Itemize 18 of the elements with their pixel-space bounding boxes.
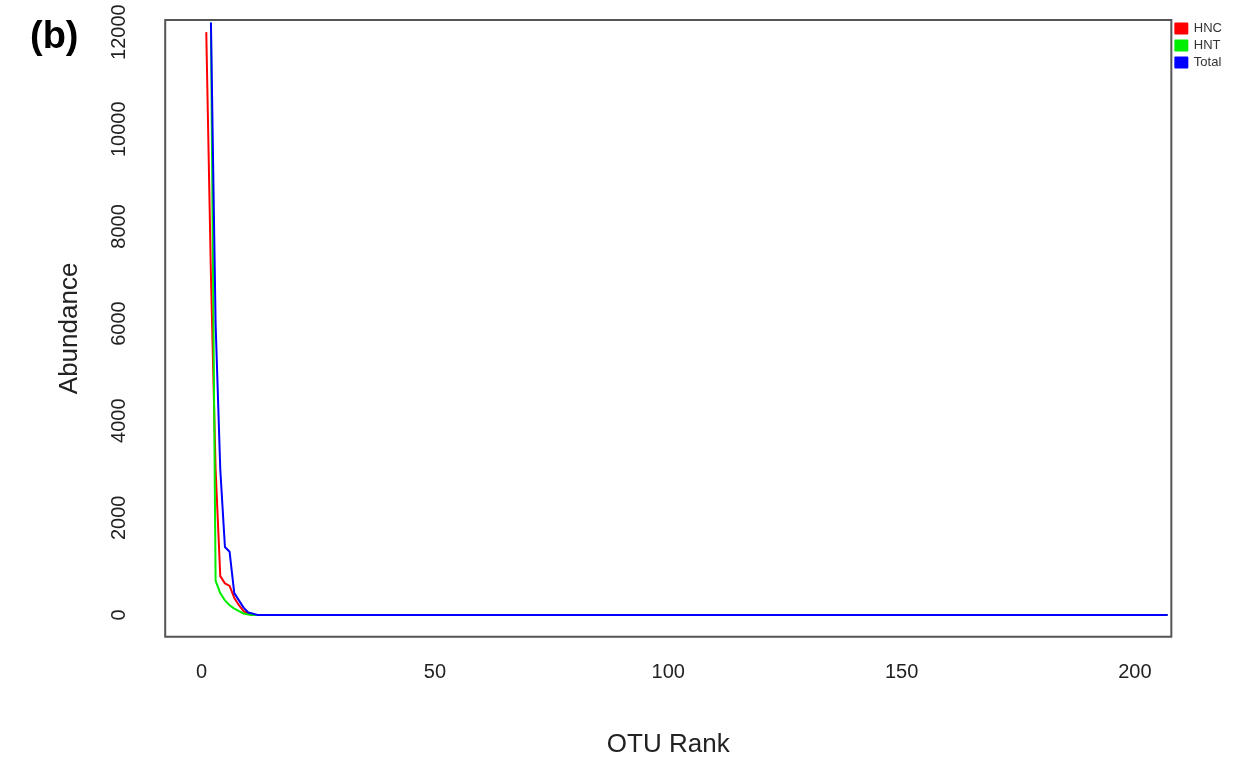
y-tick-label: 10000 bbox=[106, 101, 129, 158]
y-tick-label: 4000 bbox=[106, 398, 129, 443]
x-axis-title: OTU Rank bbox=[606, 727, 731, 758]
x-tick-label: 100 bbox=[651, 660, 685, 683]
y-tick-label: 8000 bbox=[106, 204, 129, 249]
legend-label: Total bbox=[1193, 54, 1222, 70]
chart-title: (b) bbox=[30, 14, 79, 57]
y-axis-title: Abundance bbox=[52, 262, 83, 395]
y-tick-label: 6000 bbox=[106, 301, 129, 346]
x-tick-label: 50 bbox=[423, 660, 447, 683]
y-tick-label: 2000 bbox=[106, 495, 129, 541]
y-tick-label: 12000 bbox=[106, 4, 129, 60]
y-tick-label: 0 bbox=[106, 609, 129, 621]
x-tick-label: 150 bbox=[884, 660, 919, 683]
x-tick-label: 200 bbox=[1118, 660, 1152, 683]
legend-label: HNC bbox=[1193, 20, 1223, 36]
x-tick-label: 0 bbox=[196, 660, 208, 683]
legend-label: HNT bbox=[1193, 37, 1221, 53]
